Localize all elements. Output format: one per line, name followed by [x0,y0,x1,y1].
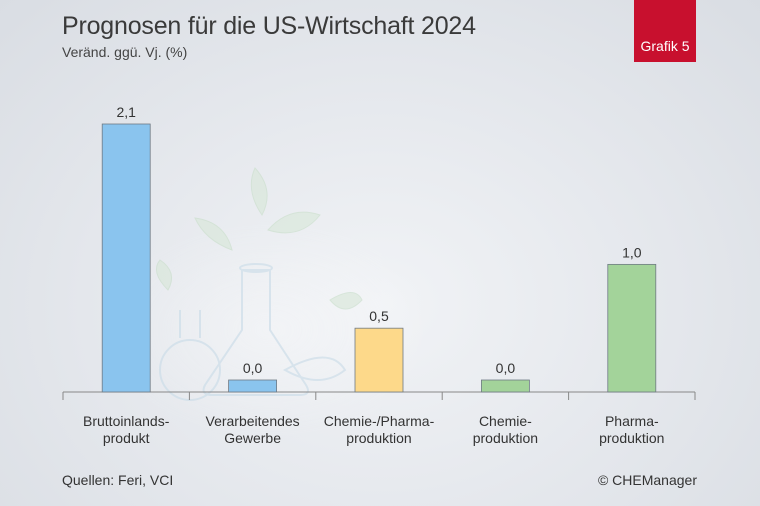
bar-value-label: 0,5 [369,308,389,324]
bar-value-label: 0,0 [496,360,516,376]
bars-group [101,123,657,393]
figure-badge-label: Grafik 5 [640,38,690,54]
bar-value-label: 2,1 [116,104,136,120]
source-note: Quellen: Feri, VCI [62,472,174,488]
bar-value-label: 1,0 [622,244,642,260]
category-label: Pharma-produktion [599,413,664,446]
chart-subtitle: Veränd. ggü. Vj. (%) [62,44,188,60]
value-labels-group: 2,1 0,0 0,5 0,0 1,0 [116,104,641,376]
bar [480,379,530,393]
bar [228,379,278,393]
category-label: Verarbeitendes Gewerbe [206,413,300,446]
bar-value-label: 0,0 [243,360,263,376]
bar [354,327,404,393]
x-axis-ticks [62,392,696,400]
category-label: Bruttoinlands-produkt [83,413,170,446]
chart-title: Prognosen für die US-Wirtschaft 2024 [62,12,476,40]
bar [101,123,151,393]
category-label: Chemie-produktion [473,413,538,446]
category-label: Chemie-/Pharma-produktion [324,413,435,446]
copyright-note: © CHEManager [597,472,697,488]
category-labels-group: Bruttoinlands-produkt Verarbeitendes Gewer… [83,413,664,446]
figure-badge: Grafik 5 [634,0,696,62]
bar [607,263,657,393]
background-illustration [100,167,440,440]
